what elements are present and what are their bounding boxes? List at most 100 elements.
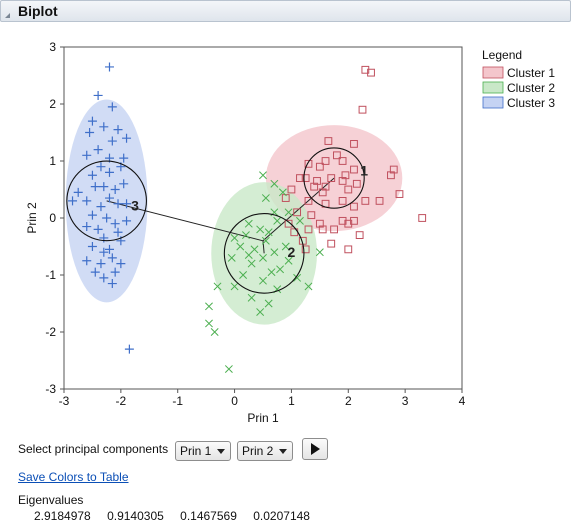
data-point bbox=[68, 196, 78, 206]
data-point bbox=[361, 65, 370, 74]
plot-content: 1 2 3 bbox=[65, 62, 427, 374]
biplot-header[interactable]: Biplot bbox=[0, 0, 571, 22]
cluster-circle-2 bbox=[223, 212, 305, 294]
data-point bbox=[293, 273, 302, 282]
save-colors-link[interactable]: Save Colors to Table bbox=[18, 470, 129, 484]
eigenvalue: 0.9140305 bbox=[107, 509, 164, 523]
data-point bbox=[315, 162, 324, 171]
x-tick-label: 4 bbox=[459, 394, 466, 408]
data-point bbox=[338, 197, 347, 205]
data-point bbox=[104, 167, 114, 177]
y-tick-label: 2 bbox=[49, 97, 56, 111]
data-point bbox=[344, 219, 353, 228]
data-point bbox=[124, 344, 134, 354]
data-point bbox=[276, 265, 285, 274]
data-point bbox=[304, 225, 313, 234]
data-point bbox=[315, 219, 324, 228]
data-point bbox=[224, 365, 233, 374]
data-point bbox=[99, 273, 109, 283]
data-point bbox=[244, 251, 253, 260]
data-point bbox=[293, 208, 302, 217]
section-title: Biplot bbox=[18, 3, 58, 19]
data-point bbox=[122, 133, 132, 143]
data-point bbox=[119, 153, 129, 163]
x-tick-label: -1 bbox=[172, 394, 183, 408]
data-point bbox=[350, 216, 358, 225]
data-point bbox=[367, 68, 375, 77]
eigenvalue: 0.0207148 bbox=[253, 509, 310, 523]
data-point bbox=[96, 202, 106, 212]
eigenvalues-row: 2.9184978 0.9140305 0.1467569 0.0207148 bbox=[34, 509, 323, 523]
cluster-number-label: 3 bbox=[131, 197, 139, 213]
data-point bbox=[256, 308, 265, 317]
data-point bbox=[301, 174, 310, 182]
data-point bbox=[93, 145, 103, 155]
data-point bbox=[338, 177, 347, 185]
cluster-number-label: 2 bbox=[288, 244, 296, 260]
data-point bbox=[247, 293, 256, 302]
data-point bbox=[284, 219, 293, 228]
data-point bbox=[104, 244, 114, 254]
data-point bbox=[259, 276, 267, 285]
data-point bbox=[284, 256, 293, 265]
data-point bbox=[338, 157, 347, 165]
collapse-triangle-icon[interactable] bbox=[5, 8, 10, 18]
data-point bbox=[239, 271, 248, 279]
x-tick-label: -3 bbox=[59, 394, 70, 408]
data-point bbox=[82, 222, 92, 232]
data-point bbox=[87, 116, 97, 126]
data-point bbox=[304, 282, 313, 291]
data-point bbox=[107, 136, 117, 146]
data-point bbox=[261, 194, 270, 203]
data-point bbox=[205, 319, 213, 328]
y-tick-label: -2 bbox=[45, 325, 56, 339]
select-components-label: Select principal components bbox=[18, 442, 169, 456]
data-point bbox=[236, 242, 245, 251]
chevron-down-icon bbox=[279, 449, 287, 454]
data-point bbox=[110, 219, 120, 229]
data-point bbox=[230, 233, 239, 242]
legend-swatch bbox=[482, 96, 504, 109]
data-point bbox=[287, 185, 296, 194]
data-point bbox=[304, 197, 313, 205]
data-point bbox=[273, 216, 282, 225]
cluster-circle-3 bbox=[66, 160, 147, 242]
data-point bbox=[93, 90, 103, 100]
centroid-ray-3 bbox=[106, 200, 264, 242]
y-component-dropdown[interactable]: Prin 2 bbox=[237, 441, 293, 461]
data-point bbox=[96, 162, 106, 172]
data-point bbox=[107, 102, 117, 112]
data-point bbox=[418, 214, 427, 222]
data-point bbox=[90, 182, 100, 192]
data-point bbox=[227, 253, 236, 262]
apply-components-button[interactable] bbox=[302, 438, 328, 460]
data-point bbox=[87, 242, 97, 251]
data-point bbox=[99, 247, 109, 257]
data-point bbox=[256, 225, 265, 234]
data-point bbox=[310, 182, 319, 191]
data-point bbox=[341, 171, 350, 180]
data-point bbox=[213, 282, 222, 291]
data-point bbox=[338, 216, 347, 225]
data-point bbox=[355, 231, 364, 239]
data-point bbox=[104, 193, 114, 203]
arrow-right-icon bbox=[311, 443, 320, 455]
data-point bbox=[99, 182, 109, 192]
data-point bbox=[82, 150, 92, 160]
data-point bbox=[87, 210, 97, 220]
data-point bbox=[321, 182, 330, 191]
data-point bbox=[104, 62, 114, 72]
data-point bbox=[241, 231, 250, 240]
data-point bbox=[327, 174, 336, 182]
x-component-dropdown[interactable]: Prin 1 bbox=[175, 441, 231, 461]
data-point bbox=[318, 188, 327, 197]
data-point bbox=[122, 199, 132, 209]
x-tick-label: 0 bbox=[231, 394, 238, 408]
data-point bbox=[82, 256, 92, 266]
data-point bbox=[296, 216, 304, 225]
data-point bbox=[96, 259, 106, 269]
biplot-svg: 1 2 3 -3 -2 -1 0 1 2 3 4 -3 -2 -1 0 1 2 3 Prin 1 Prin 2 Lege… bbox=[25, 40, 555, 425]
data-point bbox=[278, 188, 287, 197]
data-point bbox=[99, 122, 109, 132]
legend-swatch bbox=[482, 66, 504, 79]
